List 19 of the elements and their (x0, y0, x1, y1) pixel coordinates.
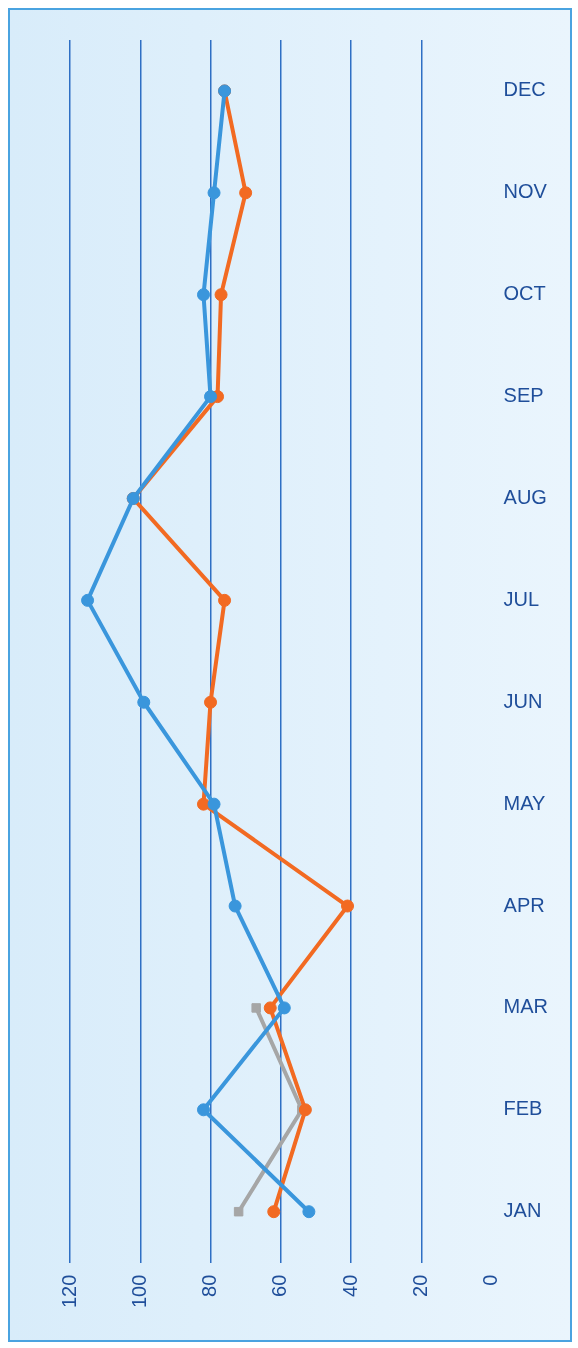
x-tick-label: 100 (127, 1274, 150, 1309)
y-tick-label: DEC (503, 78, 546, 101)
y-tick-label: JUN (503, 689, 543, 712)
y-tick-label: JUL (503, 587, 540, 610)
y-tick-label: JAN (503, 1199, 542, 1222)
y-tick-label: SEP (503, 384, 544, 407)
x-tick-label: 40 (338, 1274, 361, 1297)
y-tick-label: MAY (503, 791, 546, 814)
y-tick-label: APR (503, 893, 545, 916)
y-tick-label: MAR (503, 995, 549, 1018)
y-tick-label: OCT (503, 282, 546, 305)
x-tick-label: 20 (408, 1274, 431, 1297)
x-tick-label: 60 (268, 1274, 291, 1297)
x-tick-label: 120 (57, 1274, 80, 1309)
y-tick-label: AUG (503, 486, 547, 508)
y-tick-label: NOV (503, 180, 548, 203)
y-tick-label: FEB (503, 1097, 543, 1120)
x-tick-label: 0 (479, 1274, 502, 1286)
x-tick-label: 80 (198, 1274, 221, 1297)
